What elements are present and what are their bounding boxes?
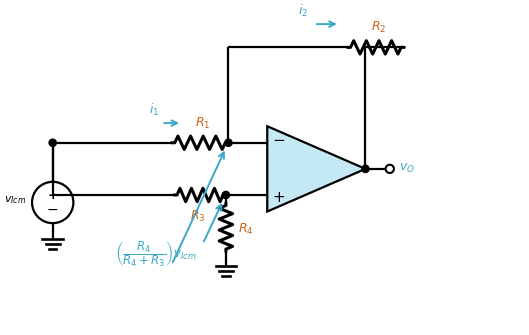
Text: +: +: [272, 190, 285, 205]
Text: $R_1$: $R_1$: [195, 116, 211, 131]
Text: $v_{Icm}$: $v_{Icm}$: [4, 194, 26, 206]
Text: −: −: [272, 133, 285, 148]
Text: $R_2$: $R_2$: [371, 20, 386, 36]
Text: $i_2$: $i_2$: [298, 3, 308, 19]
Text: $\left(\dfrac{R_4}{R_4+R_3}\right)v_{Icm}$: $\left(\dfrac{R_4}{R_4+R_3}\right)v_{Icm…: [115, 239, 197, 269]
Text: $v_O$: $v_O$: [399, 162, 415, 176]
Polygon shape: [267, 126, 366, 211]
Text: −: −: [47, 203, 59, 217]
Text: $i_1$: $i_1$: [150, 102, 160, 118]
Circle shape: [225, 139, 232, 146]
Circle shape: [362, 165, 369, 173]
Text: +: +: [48, 189, 58, 202]
Text: $R_4$: $R_4$: [238, 222, 253, 238]
Text: $R_3$: $R_3$: [190, 209, 205, 224]
Circle shape: [49, 139, 56, 146]
Circle shape: [222, 191, 230, 199]
